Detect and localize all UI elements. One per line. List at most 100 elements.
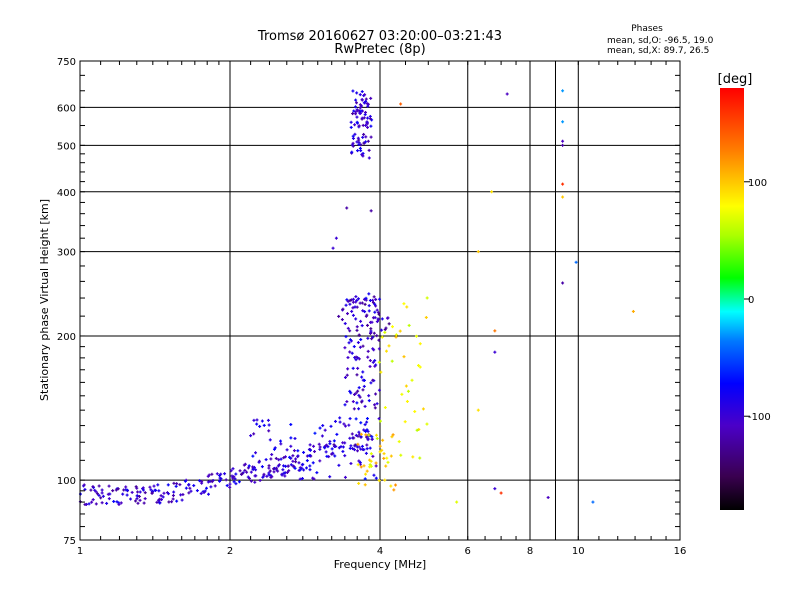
data-point	[375, 402, 379, 406]
data-point	[377, 388, 381, 392]
data-point	[143, 497, 147, 501]
data-point	[354, 391, 358, 395]
legend-line-o: mean, sd,O: -96.5, 19.0	[607, 36, 714, 46]
data-point	[345, 298, 349, 302]
data-point	[354, 417, 358, 421]
data-point	[371, 360, 375, 364]
data-point	[376, 318, 380, 322]
data-point	[381, 438, 385, 442]
data-point	[350, 432, 354, 436]
data-point	[345, 373, 349, 377]
data-point	[365, 417, 369, 421]
data-point	[288, 455, 292, 459]
data-point	[200, 480, 204, 484]
data-point	[157, 489, 161, 493]
data-point	[398, 329, 402, 333]
data-point	[328, 475, 332, 479]
data-point	[493, 487, 497, 491]
data-point	[574, 260, 578, 264]
data-point	[356, 366, 360, 370]
data-point	[368, 364, 372, 368]
y-tick-label: 75	[63, 536, 76, 547]
data-point	[344, 335, 348, 339]
data-point	[354, 110, 358, 114]
data-point	[100, 488, 104, 492]
data-point	[405, 305, 409, 309]
data-point	[268, 438, 272, 442]
data-point	[368, 359, 372, 363]
data-point	[154, 488, 158, 492]
data-point	[350, 351, 354, 355]
data-point	[89, 488, 93, 492]
data-point	[561, 139, 565, 143]
data-point	[166, 492, 170, 496]
data-point	[134, 499, 138, 503]
data-point	[258, 424, 262, 428]
x-axis: 1 2 4 8 16 6 10	[77, 61, 686, 557]
data-point	[357, 407, 361, 411]
data-point	[361, 370, 365, 374]
data-point	[270, 475, 274, 479]
data-point	[369, 452, 373, 456]
data-point	[357, 386, 361, 390]
data-point	[402, 355, 406, 359]
data-point	[414, 334, 418, 338]
data-point	[348, 389, 352, 393]
data-point	[364, 472, 368, 476]
data-point	[213, 484, 217, 488]
data-point	[351, 447, 355, 451]
data-point	[234, 472, 238, 476]
data-point	[138, 490, 142, 494]
data-point	[362, 132, 366, 136]
data-point	[166, 483, 170, 487]
data-point	[366, 139, 370, 143]
data-point	[371, 316, 375, 320]
data-point	[351, 89, 355, 93]
data-point	[324, 450, 328, 454]
data-point	[125, 493, 129, 497]
data-point	[383, 328, 387, 332]
data-point	[334, 236, 338, 240]
data-point	[368, 465, 372, 469]
data-point	[353, 443, 357, 447]
data-point	[188, 486, 192, 490]
data-point	[252, 465, 256, 469]
data-point	[112, 499, 116, 503]
data-point	[170, 500, 174, 504]
data-point	[373, 364, 377, 368]
data-point	[285, 470, 289, 474]
data-point	[380, 335, 384, 339]
data-point	[359, 421, 363, 425]
data-point	[380, 317, 384, 321]
data-point	[267, 423, 271, 427]
data-point	[353, 305, 357, 309]
data-point	[358, 345, 362, 349]
data-point	[282, 471, 286, 475]
data-point	[360, 400, 364, 404]
data-point	[243, 462, 247, 466]
data-point	[417, 427, 421, 431]
data-point	[276, 469, 280, 473]
data-point	[184, 486, 188, 490]
data-point	[365, 122, 369, 126]
data-point	[362, 384, 366, 388]
data-point	[379, 370, 383, 374]
data-point	[377, 479, 381, 483]
data-point	[101, 494, 105, 498]
data-point	[255, 418, 259, 422]
data-point	[369, 327, 373, 331]
data-point	[137, 494, 141, 498]
data-point	[91, 485, 95, 489]
data-point	[353, 448, 357, 452]
data-point	[232, 480, 236, 484]
data-point	[268, 469, 272, 473]
data-point	[341, 449, 345, 453]
data-point	[136, 490, 140, 494]
data-point	[360, 98, 364, 102]
data-point	[355, 325, 359, 329]
data-point	[353, 132, 357, 136]
data-point	[274, 456, 278, 460]
data-point	[346, 299, 350, 303]
data-point	[364, 123, 368, 127]
data-point	[356, 149, 360, 153]
